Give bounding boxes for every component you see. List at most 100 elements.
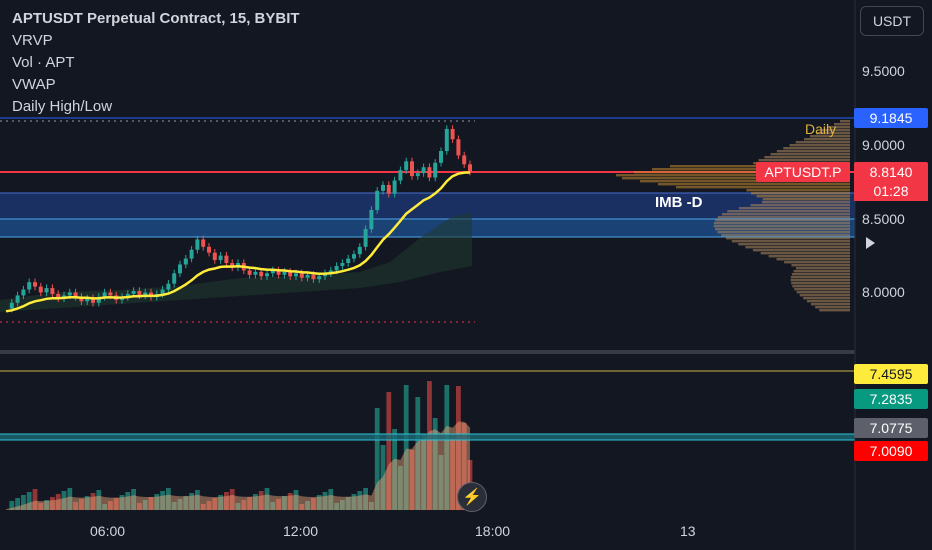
volume-profile-row bbox=[803, 297, 850, 300]
candle-body bbox=[444, 128, 449, 152]
volume-profile-row bbox=[713, 225, 850, 228]
volume-profile-row bbox=[750, 204, 850, 207]
candle-body bbox=[410, 161, 414, 177]
indicator-vwap[interactable]: VWAP bbox=[12, 76, 56, 93]
volume-bar bbox=[299, 504, 305, 510]
volume-profile-row bbox=[822, 129, 850, 132]
lightning-icon[interactable]: ⚡ bbox=[457, 482, 487, 512]
candle-body bbox=[212, 252, 217, 261]
volume-bar bbox=[50, 497, 55, 510]
volume-profile-row bbox=[622, 177, 850, 180]
candle-body bbox=[44, 288, 49, 293]
volume-profile-row bbox=[745, 246, 850, 249]
volume-bar bbox=[374, 408, 380, 510]
candle-body bbox=[102, 292, 107, 297]
volume-bar bbox=[351, 494, 357, 510]
volume-bar bbox=[113, 498, 119, 510]
volume-bar bbox=[195, 490, 200, 510]
candle-body bbox=[288, 271, 293, 277]
volume-tag-grey: 7.0775 bbox=[854, 418, 928, 438]
volume-profile-row bbox=[828, 126, 850, 129]
volume-profile-row bbox=[789, 144, 850, 147]
candle-body bbox=[160, 289, 165, 294]
candle-body bbox=[433, 162, 438, 178]
vwap-line bbox=[5, 171, 471, 313]
candle-body bbox=[415, 173, 420, 177]
time-label-13: 13 bbox=[680, 523, 696, 539]
candle-body bbox=[85, 298, 90, 302]
volume-bar bbox=[125, 492, 131, 510]
volume-profile-row bbox=[804, 138, 850, 141]
volume-bar bbox=[137, 503, 142, 510]
volume-bar bbox=[386, 392, 392, 510]
pane-separator bbox=[0, 350, 855, 354]
indicator-vrvp[interactable]: VRVP bbox=[12, 32, 53, 49]
currency-button[interactable]: USDT bbox=[860, 6, 924, 36]
volume-bar bbox=[206, 501, 212, 510]
candle-body bbox=[346, 258, 351, 264]
candle-body bbox=[456, 139, 461, 156]
volume-bar bbox=[311, 498, 316, 510]
indicator-volume[interactable]: Vol · APT bbox=[12, 54, 75, 71]
volume-profile-row bbox=[658, 183, 850, 186]
volume-bar bbox=[166, 488, 171, 510]
volume-bar bbox=[461, 423, 467, 510]
volume-bar bbox=[328, 489, 334, 510]
play-arrow-icon[interactable] bbox=[866, 237, 875, 249]
candle-body bbox=[230, 263, 235, 268]
candle-body bbox=[201, 239, 206, 247]
time-label-1200: 12:00 bbox=[283, 523, 319, 539]
candle-body bbox=[108, 292, 113, 296]
volume-profile-row bbox=[762, 198, 850, 201]
volume-profile-row bbox=[783, 147, 850, 150]
candle-body bbox=[276, 270, 281, 275]
volume-bar bbox=[218, 495, 223, 510]
volume-bar bbox=[409, 450, 415, 510]
volume-profile-row bbox=[799, 294, 850, 297]
candle-body bbox=[294, 273, 298, 277]
volume-profile-row bbox=[811, 303, 850, 306]
volume-bar bbox=[258, 491, 264, 510]
volume-profile-row bbox=[721, 213, 850, 216]
indicator-daily-high-low[interactable]: Daily High/Low bbox=[12, 98, 113, 115]
candle-body bbox=[79, 296, 84, 302]
volume-profile-row bbox=[816, 132, 850, 135]
volume-bar bbox=[96, 490, 102, 510]
volume-bar bbox=[432, 418, 438, 510]
chart-title[interactable]: APTUSDT Perpetual Contract, 15, BYBIT bbox=[12, 10, 300, 27]
time-label-1800: 18:00 bbox=[475, 523, 511, 539]
volume-bar bbox=[305, 501, 310, 510]
candle-body bbox=[143, 292, 148, 296]
volume-bars bbox=[9, 381, 473, 510]
price-label-9-5: 9.5000 bbox=[862, 63, 905, 79]
candle-body bbox=[299, 273, 304, 278]
candle-body bbox=[56, 293, 61, 299]
volume-bar bbox=[438, 455, 444, 510]
volume-bar bbox=[253, 494, 258, 510]
candle-body bbox=[404, 161, 409, 171]
volume-tag-green: 7.2835 bbox=[854, 389, 928, 409]
candle-body bbox=[334, 265, 339, 271]
candle-body bbox=[21, 289, 26, 296]
volume-profile-row bbox=[793, 270, 850, 273]
volume-bar bbox=[287, 493, 293, 510]
candle-body bbox=[381, 184, 385, 191]
volume-bar bbox=[380, 445, 386, 510]
volume-tag-yellow: 7.4595 bbox=[854, 364, 928, 384]
volume-bar bbox=[264, 488, 270, 510]
volume-bar bbox=[84, 496, 90, 510]
volume-bar bbox=[189, 493, 194, 510]
volume-profile-row bbox=[792, 285, 850, 288]
volume-bar bbox=[403, 385, 409, 510]
volume-bar bbox=[427, 381, 432, 510]
candle-body bbox=[282, 271, 287, 275]
volume-profile-row bbox=[714, 228, 850, 231]
candle-body bbox=[247, 270, 252, 275]
volume-profile-row bbox=[791, 273, 850, 276]
daily-high-tag: 9.1845 bbox=[854, 108, 928, 128]
volume-profile-row bbox=[616, 174, 850, 177]
volume-bar bbox=[177, 499, 183, 510]
volume-bar bbox=[212, 498, 218, 510]
